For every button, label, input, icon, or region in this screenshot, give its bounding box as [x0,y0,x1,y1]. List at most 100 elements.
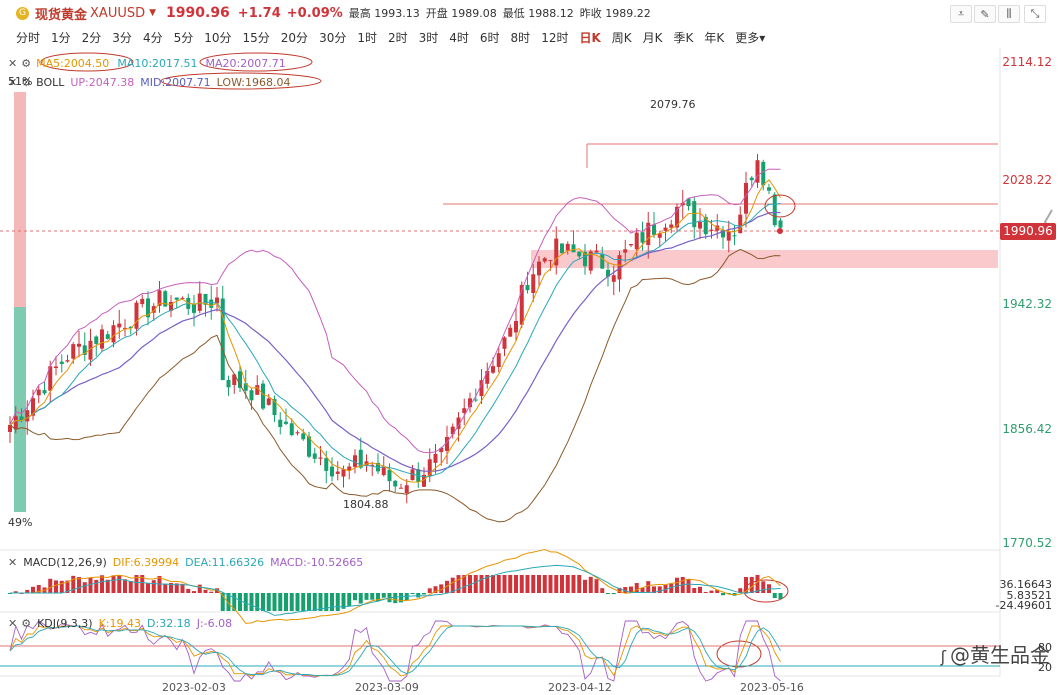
macd-bar [537,575,541,593]
timeframe-bar: 分时 1分 2分 3分 4分 5分 10分 15分 20分 30分 1时 2时 3时 4时 6时 8时 12时日… [16,28,776,48]
symbol-name[interactable]: 现货黄金 [35,7,88,23]
macd-bar [249,593,254,611]
symbol-dropdown-caret-icon[interactable]: ▼ [149,8,157,18]
macd-bar [502,575,507,593]
timeframe-18[interactable]: 周K [611,31,632,45]
boll-settings-icon[interactable]: ⚙ [21,75,32,89]
candle-body [13,416,18,430]
macd-bar [100,575,104,593]
close-ma-icon[interactable]: ✕ [8,56,18,70]
candle-body [157,290,162,306]
close-kdj-icon[interactable]: ✕ [8,616,18,630]
close-macd-icon[interactable]: ✕ [8,555,18,569]
boll-upper-line [9,168,781,454]
macd-bar [266,593,271,611]
boll-highlight-circle [160,72,322,90]
pen-tool-icon[interactable]: ✎ [974,5,996,23]
symbol-code[interactable]: XAUUSD [90,5,146,21]
ma10-value: MA10:2017.51 [117,56,198,70]
macd-bar [255,593,260,611]
timeframe-19[interactable]: 月K [642,31,663,45]
ma-settings-icon[interactable]: ⚙ [21,56,32,70]
candle-body [422,474,426,487]
timeframe-22[interactable]: 更多▾ [735,31,766,45]
timeframe-10[interactable]: 1时 [357,31,377,45]
timeframe-12[interactable]: 3时 [418,31,439,45]
candle-body [456,417,461,429]
timeframe-0[interactable]: 分时 [16,31,41,45]
macd-bar [180,583,185,593]
candle-body [381,466,386,476]
candle-body [450,426,455,435]
timeframe-21[interactable]: 年K [704,31,725,45]
kdj-axis-tick: 20 [1038,661,1052,674]
ma5-value: MA5:2004.50 [36,56,110,70]
timeframe-15[interactable]: 8时 [510,31,531,45]
candle-body [65,360,70,362]
macd-bar [565,575,570,593]
macd-bar [324,593,329,611]
kdj-name: KDJ(9,3,3) [37,616,93,630]
macd-bar [445,580,449,593]
macd-bar [468,575,472,593]
timeframe-6[interactable]: 10分 [204,31,232,45]
candle-body [128,326,133,329]
gold-logo-icon: G [16,6,29,20]
macd-bar [623,587,628,593]
timeframe-9[interactable]: 30分 [319,31,347,45]
macd-bar [169,582,173,593]
macd-bar [238,593,242,611]
timeframe-20[interactable]: 季K [673,31,694,45]
candle-body [778,220,783,228]
macd-bar [197,584,202,593]
candle-body [629,244,633,246]
macd-bar [675,577,679,593]
timeframe-8[interactable]: 20分 [280,31,309,45]
candle-body [393,480,398,487]
bottom-percent: 49% [8,516,33,529]
timeframe-4[interactable]: 4分 [142,31,163,45]
low-stat: 最低 1988.12 [502,7,574,20]
high-stat: 最高 1993.13 [348,7,420,20]
timeframe-11[interactable]: 2时 [387,31,408,45]
macd-bar [128,581,133,593]
candle-body [19,416,24,421]
timeframe-13[interactable]: 4时 [449,31,469,45]
macd-hist-value: MACD:-10.52665 [270,555,364,569]
timeframe-7[interactable]: 15分 [242,31,270,45]
macd-bar [571,575,576,593]
macd-bar [82,582,87,593]
timeframe-17[interactable]: 日K [579,31,601,45]
macd-bar [215,588,219,593]
macd-bar [88,577,93,593]
candle-body [272,399,277,415]
timeframe-5[interactable]: 5分 [173,31,194,45]
close-boll-icon[interactable]: ✕ [8,75,18,89]
candle-body [611,275,616,282]
timeframe-16[interactable]: 12时 [541,31,569,45]
ma5-line [9,179,781,483]
candle-body [151,306,156,313]
open-stat: 开盘 1989.08 [425,7,497,20]
timeframe-1[interactable]: 1分 [51,31,71,45]
macd-bar [663,584,668,593]
candle-body [606,269,610,277]
macd-axis-tick: 5.83521 [1006,589,1053,602]
macd-bar [531,575,536,593]
timeframe-2[interactable]: 2分 [81,31,102,45]
macd-bar [163,583,168,593]
macd-bar [755,575,760,593]
timeframe-3[interactable]: 3分 [112,31,132,45]
candle-body [657,233,662,238]
candle-body [634,232,639,250]
candle-style-icon[interactable]: ⫼ [998,5,1020,23]
fullscreen-icon[interactable]: ⤡ [1024,5,1046,23]
kdj-settings-icon[interactable]: ⚙ [21,616,32,630]
timeframe-14[interactable]: 6时 [479,31,500,45]
indicator-tool-icon[interactable]: ⩡ [950,5,972,23]
macd-bar [134,575,139,593]
macd-bar [462,575,467,593]
candle-body [703,216,708,235]
candle-body [249,390,254,401]
